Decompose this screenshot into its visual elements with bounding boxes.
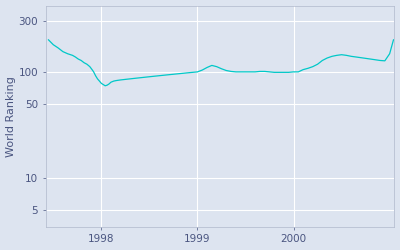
Y-axis label: World Ranking: World Ranking	[6, 76, 16, 156]
